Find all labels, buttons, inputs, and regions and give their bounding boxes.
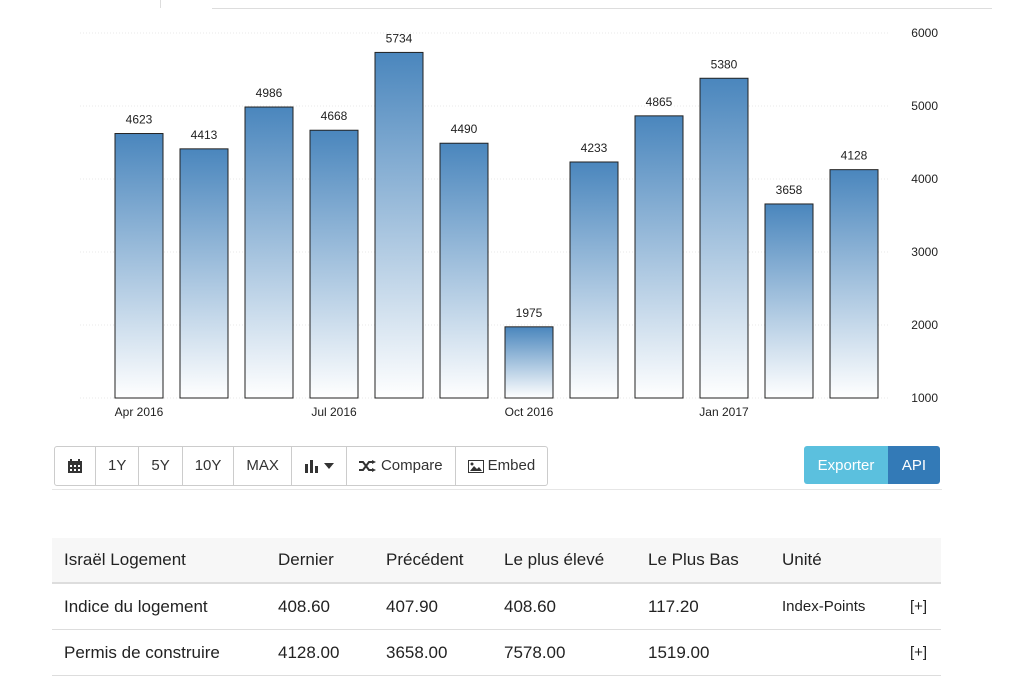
y-tick-label: 3000 (911, 245, 938, 259)
image-icon (467, 459, 484, 473)
bar-apr-2016[interactable] (114, 133, 164, 399)
range-1y-button[interactable]: 1Y (96, 447, 140, 485)
y-axis-ticks: 1000 2000 3000 4000 5000 6000 (911, 26, 938, 405)
active-tab-edge (52, 0, 161, 8)
y-tick-label: 4000 (911, 172, 938, 186)
header-unit: Unité (770, 538, 898, 584)
bar-mar-2017[interactable] (829, 169, 879, 399)
top-tab-strip (52, 0, 992, 10)
caret-down-icon (323, 463, 334, 469)
cell-unit (770, 629, 898, 676)
cell-last: 4128.00 (266, 629, 374, 676)
chart-toolbar: 1Y 5Y 10Y MAX Compare Embed (54, 446, 549, 486)
data-label: 4623 (126, 113, 153, 127)
header-highest: Le plus élevé (492, 538, 636, 584)
embed-button[interactable]: Embed (456, 447, 548, 485)
chart-type-dropdown[interactable] (292, 447, 347, 485)
cell-lowest: 117.20 (636, 583, 770, 630)
bar-aug-2016[interactable] (374, 51, 424, 399)
header-last: Dernier (266, 538, 374, 584)
header-indicator: Israël Logement (52, 538, 266, 584)
bar-may-2016[interactable] (179, 148, 229, 399)
bar-jun-2016[interactable] (244, 106, 294, 399)
bar-jul-2016[interactable] (309, 129, 359, 399)
y-tick-label: 6000 (911, 26, 938, 40)
compare-label: Compare (380, 457, 443, 474)
export-group: Exporter API (804, 446, 940, 484)
data-label: 4413 (191, 128, 218, 142)
shuffle-icon (358, 460, 376, 472)
x-tick-label: Jul 2016 (311, 405, 357, 419)
data-label: 4490 (451, 122, 478, 136)
table-row[interactable]: Permis de construire 4128.00 3658.00 757… (52, 629, 941, 676)
cell-indicator[interactable]: Permis de construire (52, 629, 266, 676)
embed-label: Embed (487, 457, 536, 474)
data-label: 3658 (776, 183, 803, 197)
bar-jan-2017[interactable] (699, 77, 749, 399)
header-lowest: Le Plus Bas (636, 538, 770, 584)
bar-dec-2016[interactable] (634, 115, 684, 399)
section-divider (52, 489, 942, 490)
chart-data-labels: 4623 4413 4986 4668 5734 4490 1975 4233 4865 5380… (126, 31, 868, 319)
table-row[interactable]: Indice du logement 408.60 407.90 408.60 … (52, 583, 941, 630)
cell-indicator[interactable]: Indice du logement (52, 583, 266, 630)
data-label: 4233 (581, 141, 608, 155)
calendar-icon (68, 458, 82, 473)
y-tick-label: 1000 (911, 391, 938, 405)
chart-bars (114, 51, 879, 399)
bar-nov-2016[interactable] (569, 161, 619, 399)
indicators-table: Israël Logement Dernier Précédent Le plu… (52, 538, 941, 676)
data-label: 5734 (386, 31, 413, 45)
x-tick-label: Oct 2016 (505, 405, 554, 419)
x-axis-ticks: Apr 2016 Jul 2016 Oct 2016 Jan 2017 (115, 405, 749, 419)
cell-previous: 3658.00 (374, 629, 492, 676)
cell-previous: 407.90 (374, 583, 492, 630)
cell-highest: 408.60 (492, 583, 636, 630)
header-expand (898, 538, 941, 584)
bar-feb-2017[interactable] (764, 203, 814, 399)
range-10y-button[interactable]: 10Y (183, 447, 235, 485)
calendar-button[interactable] (55, 447, 96, 485)
api-button[interactable]: API (888, 446, 940, 484)
cell-last: 408.60 (266, 583, 374, 630)
expand-row-link[interactable]: [+] (898, 629, 941, 676)
x-tick-label: Jan 2017 (699, 405, 749, 419)
compare-button[interactable]: Compare (347, 447, 456, 485)
table-header-row: Israël Logement Dernier Précédent Le plu… (52, 538, 941, 584)
cell-highest: 7578.00 (492, 629, 636, 676)
range-max-button[interactable]: MAX (234, 447, 292, 485)
cell-unit: Index-Points (770, 583, 898, 630)
expand-row-link[interactable]: [+] (898, 583, 941, 630)
data-label: 4128 (841, 149, 868, 163)
data-label: 4865 (646, 95, 673, 109)
data-label: 4986 (256, 86, 283, 100)
cell-lowest: 1519.00 (636, 629, 770, 676)
y-tick-label: 2000 (911, 318, 938, 332)
bar-oct-2016[interactable] (504, 326, 554, 399)
data-label: 1975 (516, 306, 543, 320)
bar-chart: 4623 4413 4986 4668 5734 4490 1975 4233 4865 5380… (80, 26, 938, 419)
data-label: 4668 (321, 109, 348, 123)
tab-divider (212, 8, 992, 9)
header-previous: Précédent (374, 538, 492, 584)
y-tick-label: 5000 (911, 99, 938, 113)
range-5y-button[interactable]: 5Y (139, 447, 183, 485)
bar-chart-icon (304, 460, 318, 473)
x-tick-label: Apr 2016 (115, 405, 164, 419)
export-button[interactable]: Exporter (804, 446, 888, 484)
bar-sep-2016[interactable] (439, 142, 489, 399)
data-label: 5380 (711, 57, 738, 71)
